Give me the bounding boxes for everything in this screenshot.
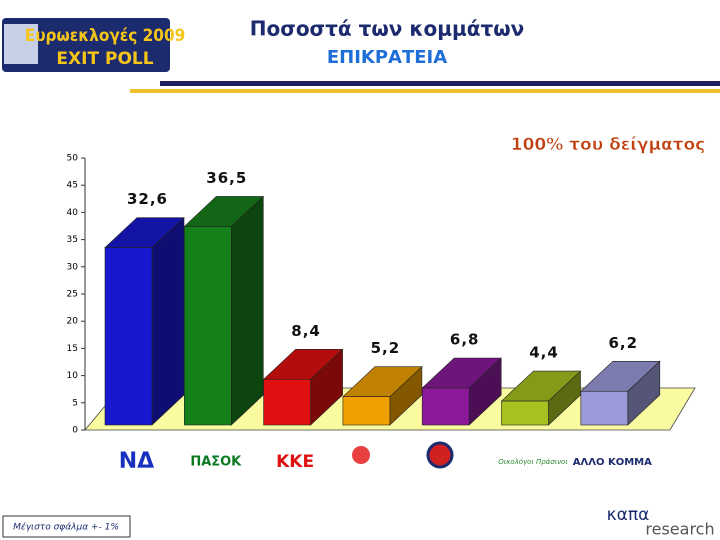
logo-subtitle: EXIT POLL [56, 49, 153, 69]
bar [104, 216, 185, 426]
x-tick-label: ΠΑΣΟΚ [190, 455, 242, 470]
bar [421, 357, 502, 426]
logo-box [2, 18, 170, 72]
y-tick-label: 15 [67, 344, 78, 354]
x-tick-label: ΝΔ [119, 449, 154, 474]
bar-side [151, 216, 185, 426]
bar [580, 360, 661, 426]
x-tick-label: Οικολόγοι Πράσινοι [498, 458, 567, 466]
x-tick-label: ΚΚΕ [276, 452, 314, 472]
y-tick-label: 0 [72, 426, 78, 436]
footnote: Μέγιστο σφάλμα +- 1% [13, 522, 119, 533]
bar-front [104, 247, 153, 426]
value-label: 5,2 [371, 339, 401, 357]
y-tick-label: 45 [67, 181, 78, 191]
y-tick-label: 25 [67, 290, 78, 300]
ballot-box [4, 24, 38, 64]
brand: καπα [607, 505, 650, 525]
logo-title: Ευρωεκλογές 2009 [25, 26, 185, 46]
brand: research [645, 520, 714, 539]
chart-subtitle: ΕΠΙΚΡΑΤΕΙΑ [327, 47, 447, 68]
chart-title: Ποσοστά των κομμάτων [250, 17, 524, 41]
y-tick-label: 50 [67, 154, 79, 164]
value-label: 8,4 [291, 322, 321, 340]
y-tick-label: 35 [67, 235, 78, 245]
x-tick-label: ΑΛΛΟ ΚΟΜΜΑ [573, 457, 652, 468]
y-tick-label: 20 [67, 317, 79, 327]
annotation: 100% του δείγματος [511, 135, 706, 155]
value-label: 36,5 [206, 169, 247, 187]
y-tick-label: 5 [72, 398, 78, 408]
value-label: 32,6 [127, 190, 168, 208]
header-rule [160, 81, 720, 86]
bar-front [501, 400, 549, 426]
bar-front [421, 387, 470, 426]
bar [262, 348, 344, 426]
value-label: 6,8 [450, 331, 480, 349]
party-logo [426, 441, 454, 469]
bar-front [263, 379, 311, 426]
bar-side [231, 195, 264, 426]
value-label: 4,4 [529, 344, 559, 362]
bar [500, 370, 582, 426]
party-logo [352, 446, 370, 464]
y-tick-label: 30 [67, 262, 79, 272]
header-rule [130, 89, 720, 93]
bar [183, 195, 265, 426]
footnote-box [2, 515, 131, 538]
bar-front [184, 226, 232, 426]
value-label: 6,2 [609, 334, 639, 352]
y-tick-label: 40 [67, 208, 79, 218]
y-tick-label: 10 [67, 371, 79, 381]
bar-front [580, 390, 629, 426]
bar [342, 366, 423, 426]
bar-front [342, 396, 391, 426]
